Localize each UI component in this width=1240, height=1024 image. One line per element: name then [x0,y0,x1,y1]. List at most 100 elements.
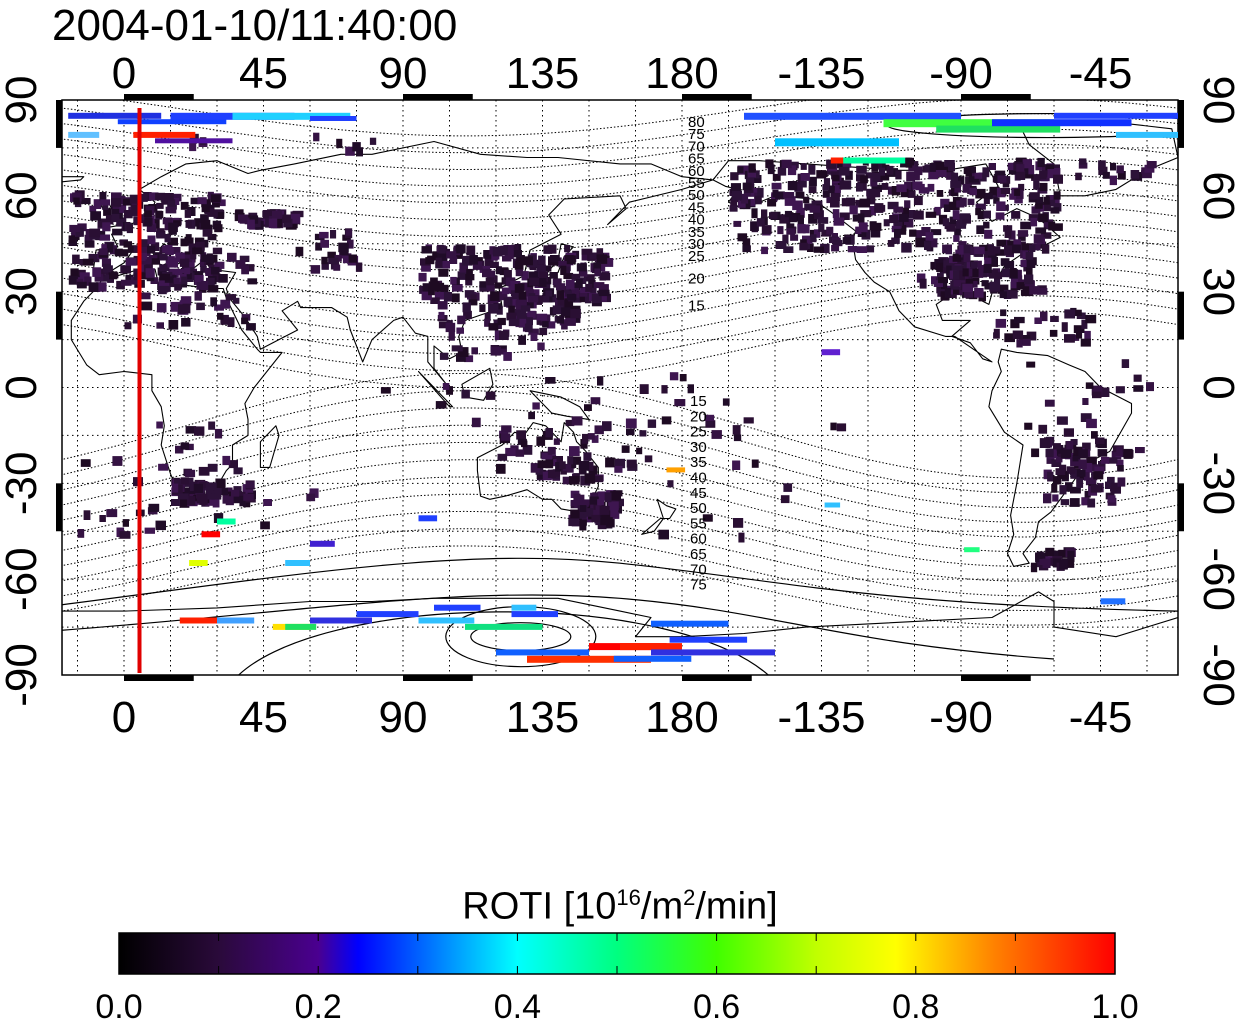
roti-cell [1035,227,1047,234]
roti-cell [207,285,219,293]
roti-cell [321,256,328,265]
roti-cell [952,253,962,262]
roti-cell [647,419,657,428]
roti-cell [550,255,560,263]
roti-cell [210,194,221,203]
roti-cell [449,256,458,264]
roti-cell [1018,183,1025,191]
roti-cell [797,215,804,225]
roti-cell [639,430,647,437]
roti-cell [187,259,195,269]
roti-cell [952,210,960,220]
roti-cell [830,193,840,201]
roti-cell [970,262,978,269]
roti-cell [967,198,975,205]
roti-cell [497,317,506,326]
roti-cell [98,268,105,277]
roti-cell [468,299,478,306]
roti-cell-colored [821,349,841,356]
roti-cell [600,517,608,526]
roti-cell [786,223,795,230]
roti-cell [1040,311,1048,322]
roti-cell [545,377,556,384]
y-tick-label-left: 60 [0,171,46,220]
roti-cell [743,417,754,424]
roti-cell [161,198,169,205]
roti-cell [192,247,202,255]
coast-antarctica [62,591,1178,675]
roti-cell [1073,325,1085,333]
roti-cell [1098,160,1106,171]
roti-cell [975,208,982,216]
contour-south [62,390,1178,494]
roti-cell [1016,164,1025,172]
roti-cell [599,505,610,515]
roti-cell [210,297,217,307]
roti-cell [99,192,107,201]
roti-cell [658,529,669,540]
roti-cell [201,205,210,213]
roti-cell [591,293,602,304]
roti-cell [1002,204,1009,211]
roti-cell [536,264,546,273]
roti-cell-colored [775,138,899,147]
roti-cell [922,227,931,235]
roti-cell [436,401,445,409]
roti-cell [866,195,876,205]
roti-cell [1051,484,1058,493]
roti-cell [605,457,615,468]
roti-cell [539,327,548,336]
roti-cell [140,193,148,202]
roti-cell [1107,476,1115,487]
roti-cell [457,315,466,325]
contour-north [62,158,1178,221]
roti-cell [536,313,548,321]
roti-cell [804,203,813,211]
roti-cell [452,284,463,292]
roti-cell [1086,456,1097,466]
roti-cell [446,251,457,259]
coast-madagascar [259,425,280,468]
roti-cell [1022,338,1031,346]
contour-label-north: 20 [688,270,705,287]
roti-cell [121,249,129,257]
roti-cell [267,209,276,219]
roti-cell [969,187,977,196]
roti-cell [552,305,563,315]
roti-cell [580,467,587,474]
roti-cell [839,180,850,190]
x-axis-bar-bottom [124,675,194,681]
roti-cell [1078,459,1087,469]
roti-cell [194,426,205,436]
roti-cell [576,279,583,289]
roti-cell [212,497,220,508]
contour-label-north: 25 [688,248,705,265]
roti-cell [953,279,962,287]
y-tick-label-left: -30 [0,452,46,516]
roti-cell [542,471,552,481]
roti-cell [446,386,453,395]
roti-cell [1141,170,1152,179]
x-tick-label-top: 0 [112,49,136,98]
roti-cell [1029,192,1040,200]
roti-cell [199,259,207,267]
roti-cell [949,216,957,226]
roti-cell [233,495,245,504]
roti-cell [1109,175,1117,186]
roti-cell [733,220,742,227]
roti-cell [930,229,942,236]
roti-cell [1116,165,1124,174]
roti-cell [610,509,619,518]
roti-cell [565,279,575,290]
contour-label-south: 70 [690,561,707,578]
coast-new-guinea [529,390,590,420]
roti-cell [514,284,524,293]
roti-cell [225,496,234,506]
roti-cell [983,221,990,229]
roti-cell [954,228,961,236]
roti-cell [190,251,197,260]
roti-cell [953,235,960,242]
roti-cell [580,439,588,449]
roti-cell [1044,399,1055,407]
roti-cell [1024,171,1034,179]
